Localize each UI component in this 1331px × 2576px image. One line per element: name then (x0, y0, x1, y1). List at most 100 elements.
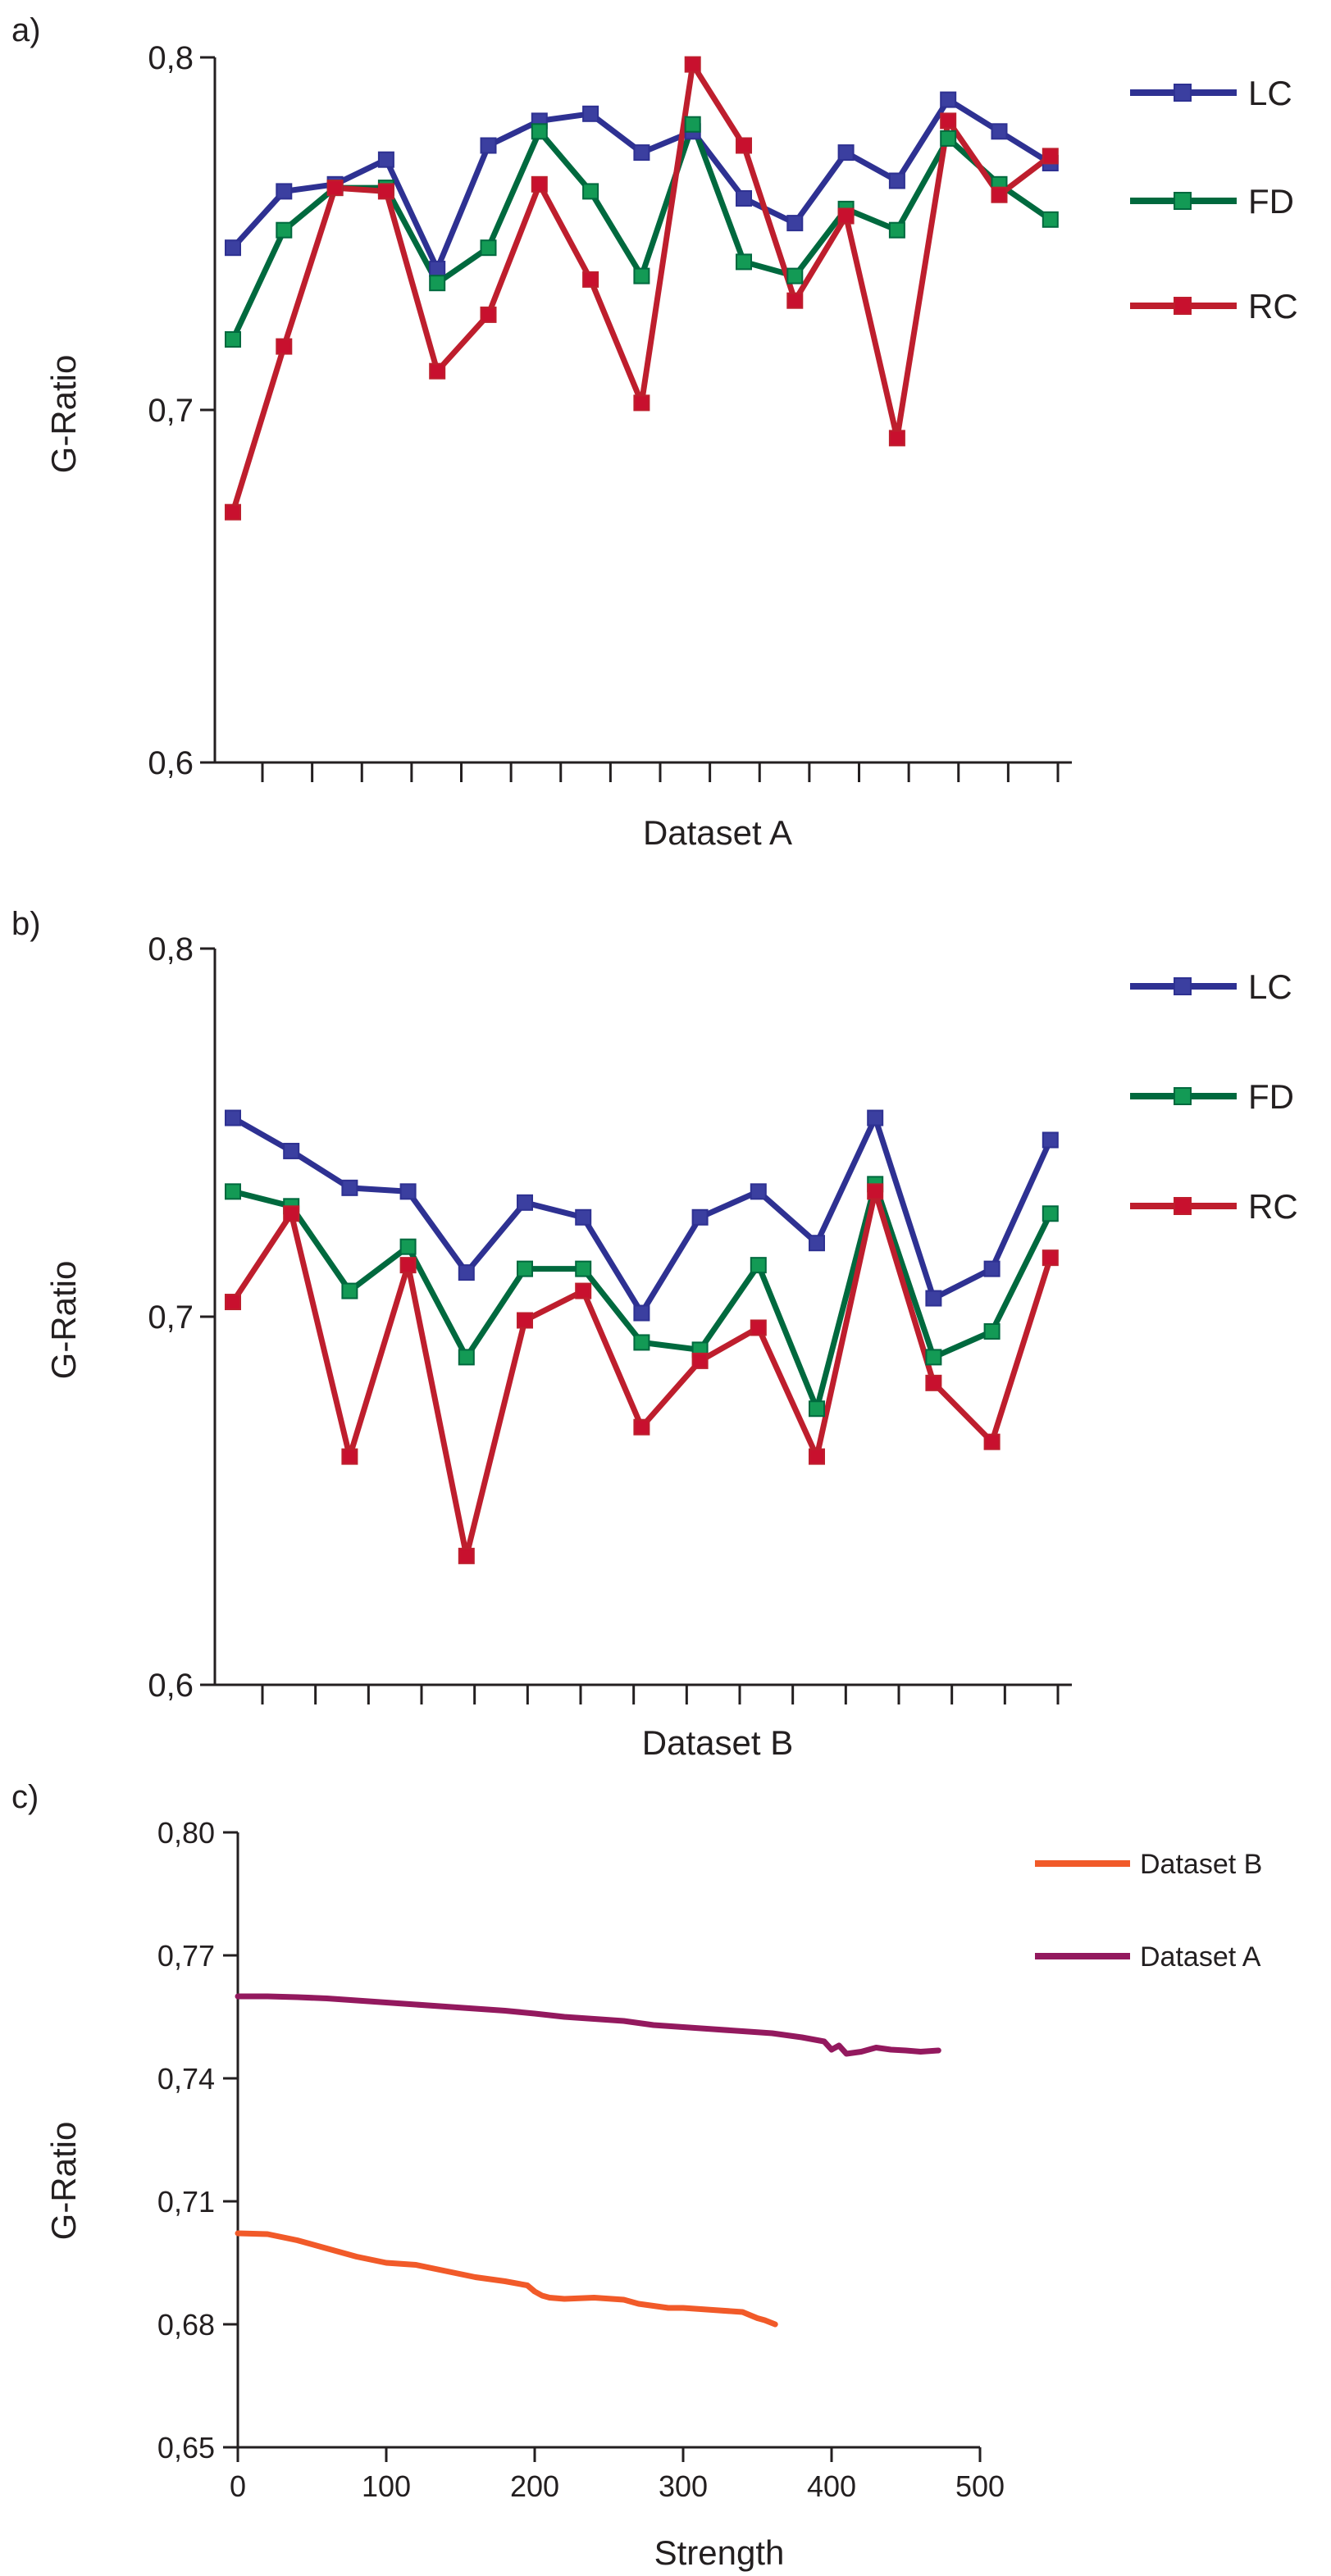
data-point-rc (283, 1205, 300, 1222)
panel-b-y-axis-label: G-Ratio (44, 1261, 83, 1380)
data-point-rc (786, 292, 804, 309)
panel-a: a) G-Ratio Dataset A 0,6 0,7 0,8 LC FD RC (11, 12, 1298, 852)
data-point-lc (837, 144, 855, 162)
data-point-fd (531, 123, 548, 140)
y-tick-label: 0,6 (148, 745, 194, 781)
data-point-rc (888, 430, 905, 447)
legend-label-dataset-a: Dataset A (1140, 1941, 1261, 1973)
data-point-rc (925, 1374, 942, 1391)
panel-b-x-axis-label: Dataset B (642, 1723, 793, 1762)
y-tick-label: 0,8 (148, 40, 194, 76)
data-point-rc (1042, 1249, 1059, 1267)
data-point-lc (750, 1183, 767, 1200)
data-point-lc (940, 91, 957, 108)
data-point-rc (341, 1448, 358, 1465)
data-point-lc (399, 1183, 417, 1200)
data-point-rc (837, 207, 855, 225)
data-point-lc (1042, 1131, 1059, 1149)
data-point-lc (225, 1109, 241, 1126)
data-point-rc (531, 175, 548, 193)
data-point-fd (480, 239, 497, 257)
legend-label-lc: LC (1248, 967, 1292, 1006)
data-point-rc (582, 271, 599, 288)
data-point-lc (991, 123, 1008, 140)
data-point-fd (633, 1334, 650, 1351)
data-point-rc (225, 1294, 241, 1311)
data-point-fd (786, 267, 804, 284)
y-tick-label: 0,74 (157, 2062, 215, 2096)
x-tick-label: 0 (230, 2469, 246, 2503)
legend-label-fd: FD (1248, 182, 1294, 221)
data-point-fd (458, 1349, 475, 1366)
data-point-fd (750, 1257, 767, 1274)
data-point-lc (925, 1290, 942, 1307)
data-point-lc (480, 137, 497, 154)
data-point-lc (377, 151, 394, 168)
data-point-lc (633, 1304, 650, 1322)
y-tick-label: 0,7 (148, 393, 194, 429)
data-point-rc (750, 1319, 767, 1336)
data-point-rc (377, 183, 394, 200)
data-point-fd (225, 331, 241, 348)
data-point-rc (1042, 148, 1059, 165)
panel-c-label: c) (11, 1779, 39, 1815)
data-point-rc (983, 1433, 1001, 1450)
data-point-lc (867, 1109, 884, 1126)
panel-b: b) G-Ratio Dataset B 0,6 0,7 0,8 LC FD RC (11, 906, 1298, 1762)
x-tick-label: 100 (362, 2469, 411, 2503)
data-point-fd (575, 1260, 592, 1277)
data-point-lc (276, 183, 293, 200)
y-tick-label: 0,77 (157, 1939, 215, 1973)
data-point-rc (480, 306, 497, 323)
y-tick-label: 0,6 (148, 1668, 194, 1704)
legend-label-rc: RC (1248, 1187, 1298, 1226)
data-point-fd (399, 1238, 417, 1255)
data-point-fd (582, 183, 599, 200)
data-point-fd (1042, 1205, 1059, 1222)
data-point-lc (691, 1208, 709, 1226)
data-point-lc (736, 190, 752, 207)
series-line-dataset-b (235, 2230, 778, 2328)
legend-label-dataset-b: Dataset B (1140, 1849, 1262, 1880)
y-tick-label: 0,8 (148, 931, 194, 967)
series-line-rc (230, 1188, 1054, 1559)
panel-c-y-axis-label: G-Ratio (44, 2122, 83, 2241)
data-point-rc (326, 180, 344, 197)
data-point-rc (633, 394, 650, 412)
data-point-rc (399, 1257, 417, 1274)
y-tick-label: 0,65 (157, 2431, 215, 2464)
data-point-rc (276, 338, 293, 355)
legend-marker-lc (1174, 84, 1192, 102)
panel-c-x-axis-label: Strength (654, 2533, 785, 2572)
data-point-fd (940, 130, 957, 147)
legend-marker-rc (1174, 1197, 1192, 1215)
data-point-fd (276, 221, 293, 239)
x-tick-label: 400 (807, 2469, 856, 2503)
data-point-rc (736, 137, 752, 154)
legend-label-rc: RC (1248, 287, 1298, 325)
data-point-lc (983, 1260, 1001, 1277)
data-point-rc (429, 362, 446, 380)
data-point-lc (225, 239, 241, 257)
y-tick-label: 0,71 (157, 2185, 215, 2219)
series-line-dataset-a (235, 1993, 941, 2057)
data-point-rc (517, 1312, 533, 1329)
data-point-rc (691, 1352, 709, 1369)
data-point-rc (684, 56, 701, 73)
x-tick-label: 200 (510, 2469, 559, 2503)
data-point-fd (925, 1349, 942, 1366)
data-point-fd (888, 221, 905, 239)
y-tick-label: 0,68 (157, 2308, 215, 2342)
data-point-lc (429, 261, 446, 277)
panel-b-label: b) (11, 906, 41, 942)
data-point-rc (867, 1183, 884, 1200)
data-point-fd (684, 116, 701, 133)
legend-marker-rc (1174, 297, 1192, 315)
legend-label-fd: FD (1248, 1077, 1294, 1116)
data-point-fd (341, 1282, 358, 1299)
data-point-lc (786, 215, 804, 232)
data-point-rc (575, 1282, 592, 1299)
data-point-rc (809, 1448, 825, 1465)
data-point-fd (225, 1183, 241, 1200)
data-point-fd (1042, 211, 1059, 228)
